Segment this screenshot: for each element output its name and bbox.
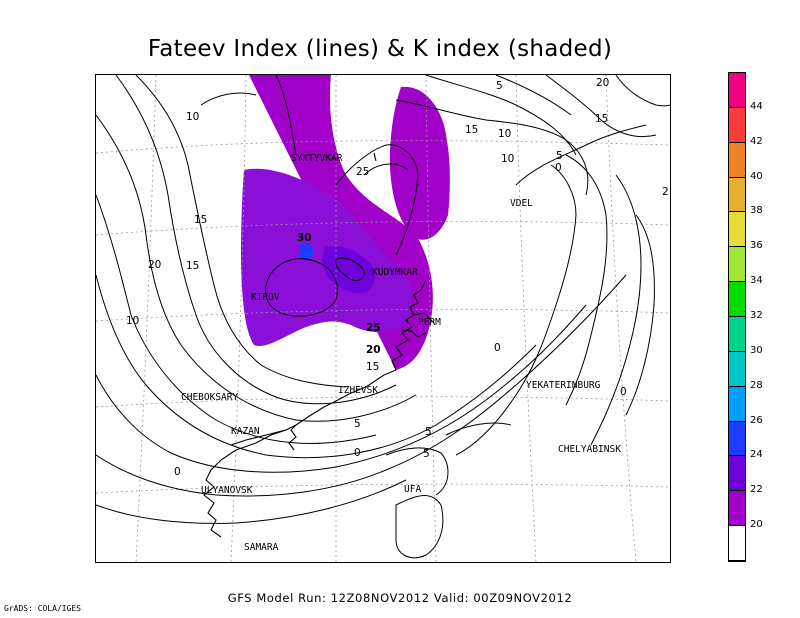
contour-label: 15 bbox=[366, 361, 379, 373]
contour-label: 5 bbox=[425, 426, 432, 438]
legend-level-label: 34 bbox=[750, 275, 763, 287]
map-panel: SYKTYVKAR KUDYMKAR KIROV PERM VDEL IZHEV… bbox=[95, 74, 671, 563]
contour-label: 0 bbox=[354, 447, 361, 459]
city-label: SYKTYVKAR bbox=[291, 153, 343, 164]
contour-label: 20 bbox=[366, 344, 381, 356]
legend-level-label: 28 bbox=[750, 379, 763, 391]
contour-labels: 10 5 20 15 15 10 10 5 2 25 0 15 20 15 10… bbox=[126, 77, 669, 478]
grads-credit: GrADS: COLA/IGES bbox=[4, 604, 82, 613]
contour-label: 5 bbox=[556, 150, 563, 162]
legend-swatch bbox=[729, 317, 745, 352]
city-label: SAMARA bbox=[244, 542, 279, 553]
legend-level-label: 24 bbox=[750, 449, 763, 461]
contour-label: 15 bbox=[194, 214, 207, 226]
legend-level-label: 26 bbox=[750, 414, 763, 426]
k-shade-24 bbox=[322, 245, 375, 294]
model-run-caption: GFS Model Run: 12Z08NOV2012 Valid: 00Z09… bbox=[227, 591, 573, 605]
contour-label: 10 bbox=[501, 153, 514, 165]
contour-label: 10 bbox=[126, 315, 139, 327]
legend-swatch bbox=[729, 421, 745, 457]
k-shade-24-west bbox=[299, 243, 314, 260]
contour-label: 15 bbox=[186, 260, 199, 272]
city-label: YEKATERINBURG bbox=[526, 380, 601, 391]
city-label: IZHEVSK bbox=[338, 385, 378, 396]
legend-swatch bbox=[729, 247, 745, 283]
city-label: VDEL bbox=[510, 198, 533, 209]
legend-swatch bbox=[729, 177, 745, 213]
city-label: CHELYABINSK bbox=[558, 444, 621, 455]
city-label: ULYANOVSK bbox=[201, 485, 253, 496]
city-label: KAZAN bbox=[231, 426, 260, 437]
legend-swatch bbox=[729, 351, 745, 387]
legend-level-label: 36 bbox=[750, 240, 763, 252]
legend-swatch bbox=[729, 107, 745, 143]
k-shade-20-east bbox=[389, 86, 450, 240]
color-legend-bar bbox=[728, 72, 746, 562]
legend-swatch bbox=[729, 212, 745, 248]
legend-level-label: 44 bbox=[750, 100, 763, 112]
city-label: UFA bbox=[404, 484, 421, 495]
legend-swatch bbox=[729, 491, 745, 527]
fateev-contours bbox=[96, 75, 670, 559]
legend-swatch bbox=[729, 456, 745, 492]
legend-level-label: 30 bbox=[750, 344, 763, 356]
legend-level-label: 32 bbox=[750, 310, 763, 321]
contour-label: 15 bbox=[465, 124, 478, 136]
legend-swatch bbox=[729, 142, 745, 178]
contour-label: 20 bbox=[148, 259, 161, 271]
city-label: CHEBOKSARY bbox=[181, 392, 238, 403]
legend-level-label: 40 bbox=[750, 170, 763, 182]
contour-label: 0 bbox=[174, 466, 181, 478]
legend-level-label: 38 bbox=[750, 205, 763, 217]
contour-label: 5 bbox=[423, 448, 430, 460]
contour-label: 25 bbox=[366, 322, 381, 334]
contour-label: 0 bbox=[620, 386, 627, 398]
contour-label: 5 bbox=[496, 80, 503, 92]
contour-label: 2 bbox=[662, 186, 669, 198]
contour-label: 0 bbox=[555, 162, 562, 174]
legend-swatch bbox=[729, 386, 745, 422]
legend-swatch bbox=[729, 282, 745, 317]
contour-label: 15 bbox=[595, 113, 608, 125]
legend-level-label: 22 bbox=[750, 484, 763, 496]
contour-label: 25 bbox=[356, 166, 369, 178]
contour-label: 0 bbox=[494, 342, 501, 354]
contour-label: 10 bbox=[186, 111, 199, 123]
contour-label: 5 bbox=[354, 418, 361, 430]
contour-label: 30 bbox=[297, 232, 312, 244]
city-label: KIROV bbox=[251, 292, 280, 303]
city-label: KUDYMKAR bbox=[372, 267, 418, 278]
city-label: PERM bbox=[418, 317, 441, 328]
graticule bbox=[96, 75, 670, 562]
legend-level-label: 20 bbox=[750, 519, 763, 531]
legend-swatch bbox=[729, 73, 745, 108]
legend-swatch bbox=[729, 526, 745, 561]
rivers bbox=[203, 152, 435, 538]
map-labels: SYKTYVKAR KUDYMKAR KIROV PERM VDEL IZHEV… bbox=[181, 153, 621, 553]
contour-label: 10 bbox=[498, 128, 511, 140]
contour-label: 20 bbox=[596, 77, 609, 89]
map-title: Fateev Index (lines) & K index (shaded) bbox=[147, 36, 613, 62]
legend-level-label: 42 bbox=[750, 135, 763, 147]
map-svg: SYKTYVKAR KUDYMKAR KIROV PERM VDEL IZHEV… bbox=[96, 75, 670, 562]
